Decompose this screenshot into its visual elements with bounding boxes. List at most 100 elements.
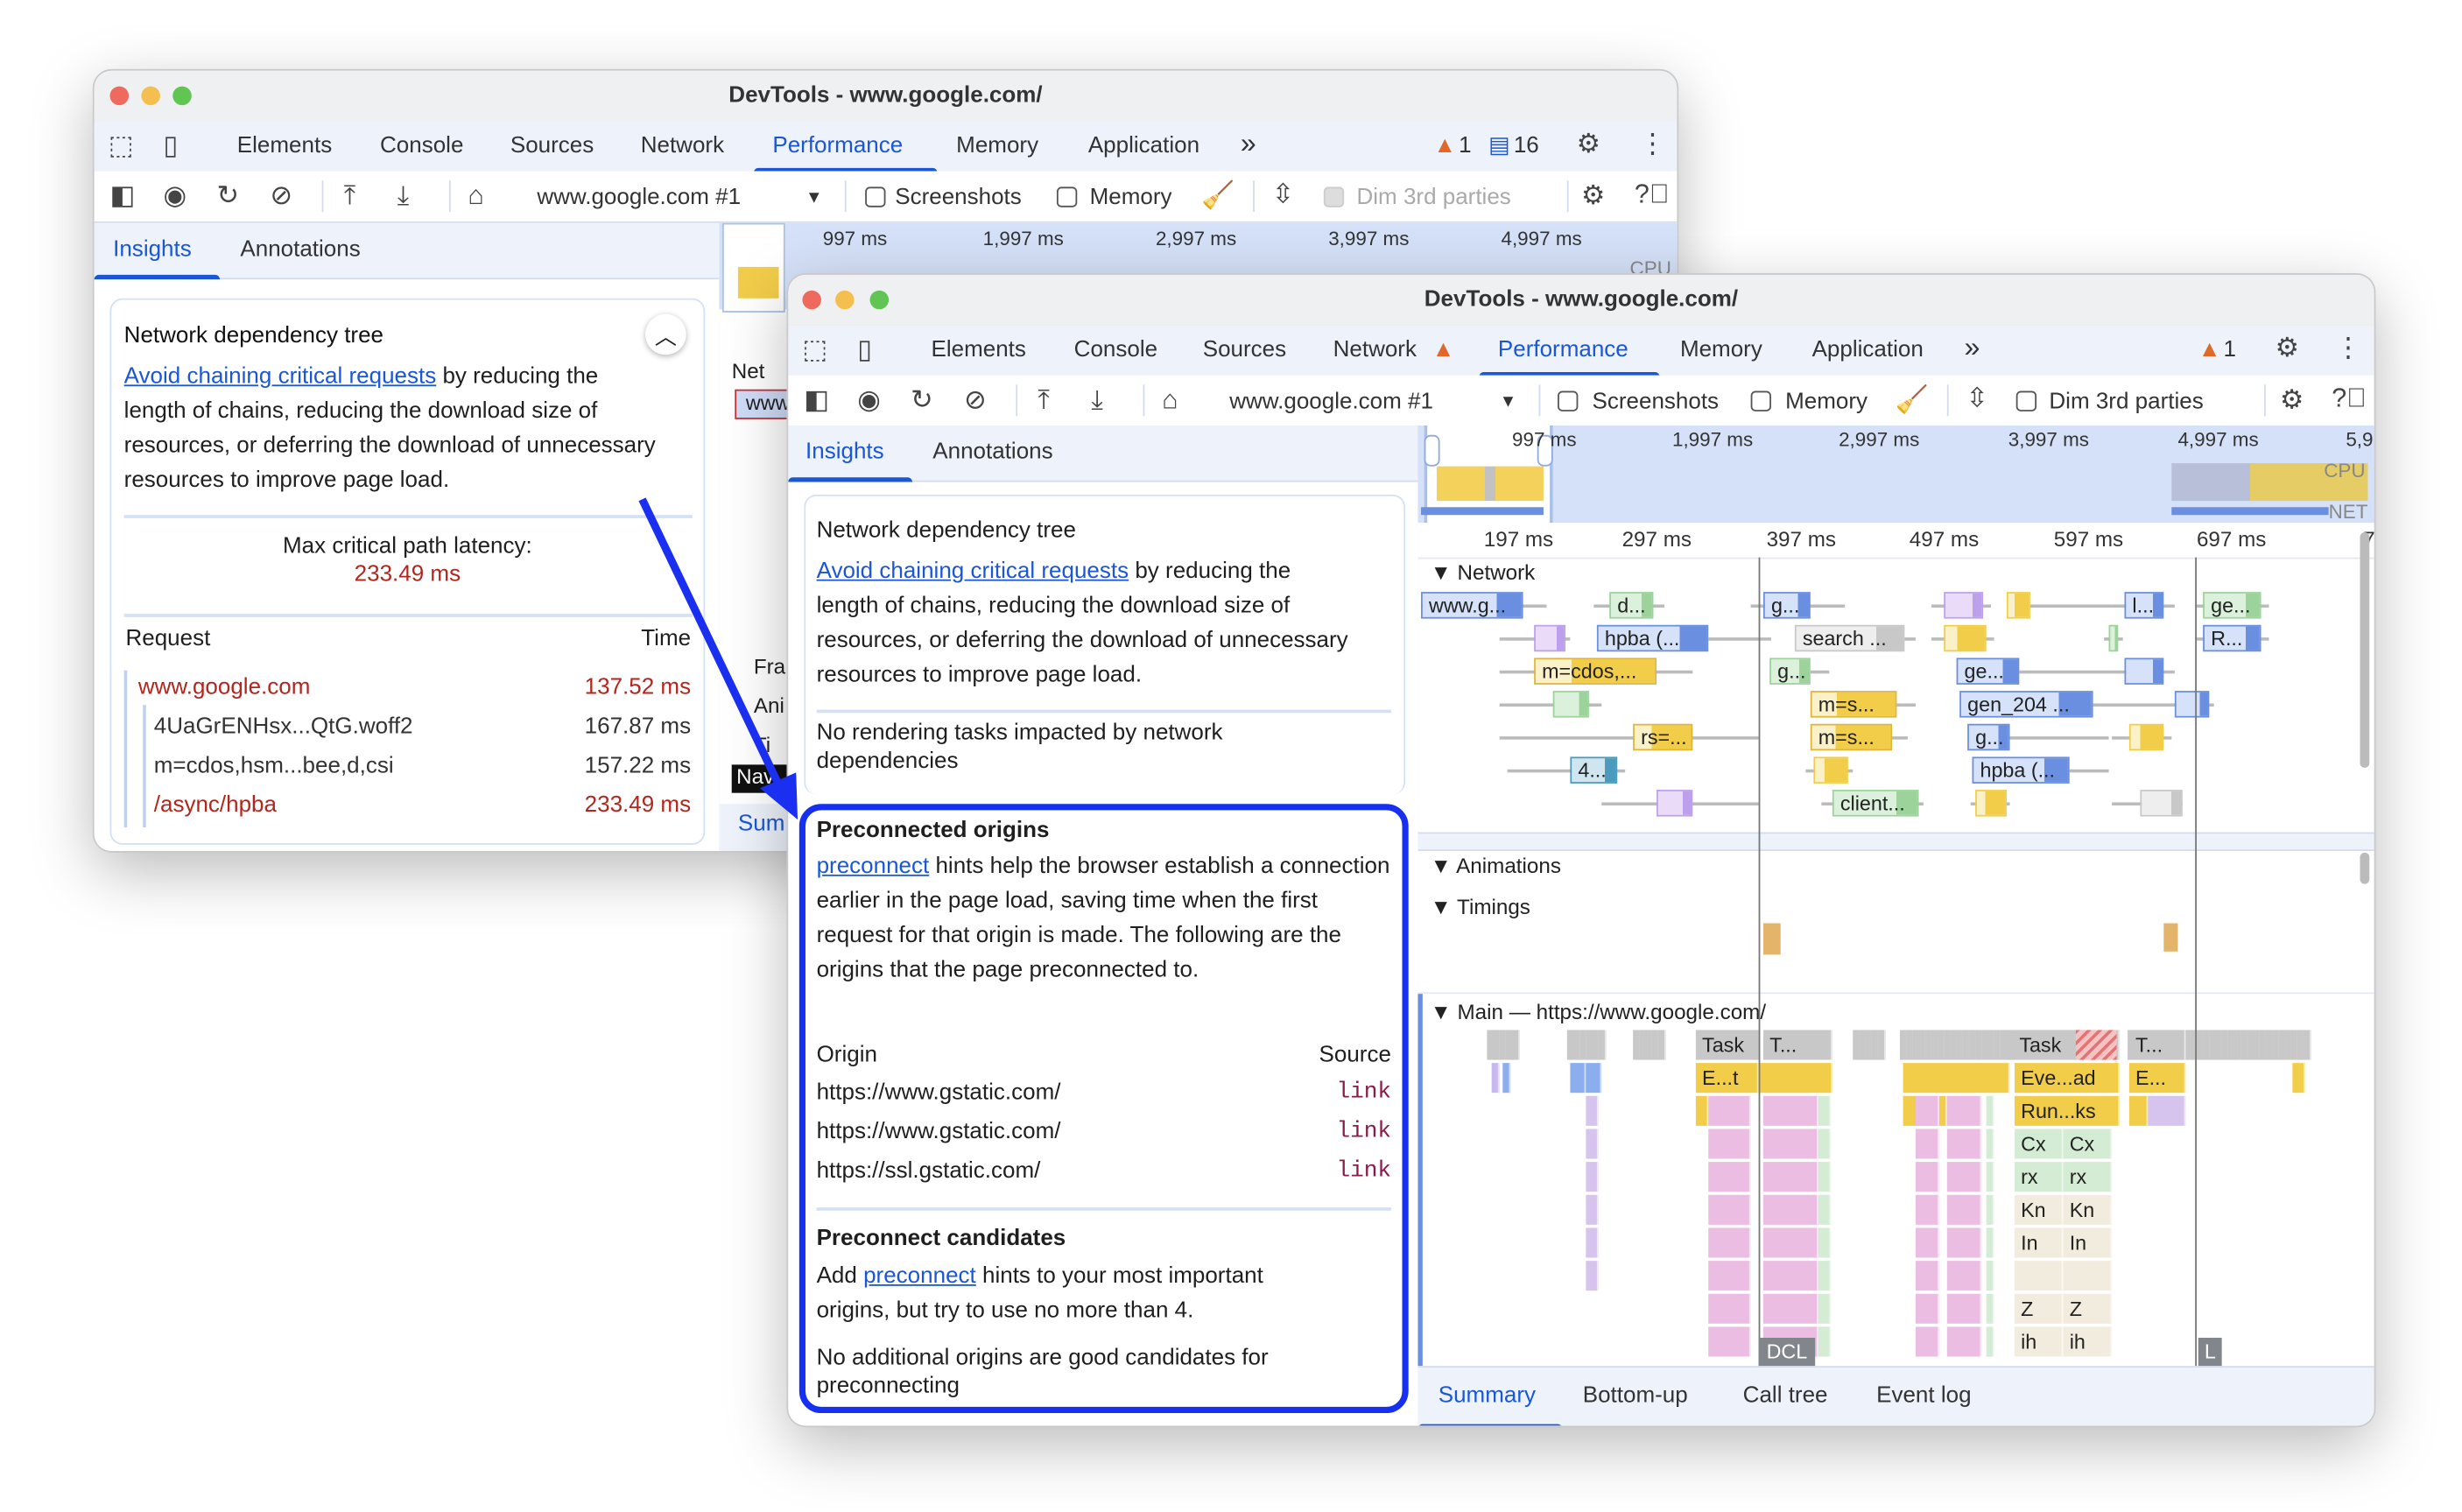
flame-pink[interactable] (1946, 1129, 1982, 1159)
scrollbar-thumb[interactable] (2360, 852, 2370, 884)
flame-event[interactable]: rx (2063, 1162, 2113, 1192)
network-request-bar[interactable] (1975, 790, 2007, 817)
network-request-bar[interactable]: rs=... (1633, 723, 1693, 751)
flame-green[interactable] (1986, 1261, 1994, 1291)
task-block[interactable]: T... (2128, 1030, 2186, 1060)
flame-pink[interactable] (1708, 1194, 1751, 1225)
dim-3rd-parties-checkbox[interactable] (2015, 390, 2037, 411)
tab-annotations[interactable]: Annotations (240, 236, 361, 263)
flame-pink[interactable] (1946, 1162, 1982, 1192)
flame-pink[interactable] (1708, 1129, 1751, 1159)
track-animations[interactable]: ▼ Animations (1431, 854, 1561, 878)
flame-pink[interactable] (1946, 1261, 1982, 1291)
more-tabs-button[interactable]: » (1240, 127, 1256, 159)
network-request-bar[interactable] (1944, 592, 1984, 619)
settings-gear-icon[interactable]: ⚙ (2275, 333, 2299, 363)
tab-elements[interactable]: Elements (931, 337, 1026, 363)
flame-green[interactable] (1818, 1261, 1832, 1291)
flame-green[interactable] (1986, 1129, 1994, 1159)
flame-green[interactable] (1986, 1227, 1994, 1258)
tab-console[interactable]: Console (380, 133, 464, 159)
tab-annotations[interactable]: Annotations (932, 440, 1053, 465)
maximize-window-button[interactable] (172, 86, 192, 106)
flame-pink[interactable] (1762, 1129, 1818, 1159)
garbage-collect-broom-icon[interactable]: 🧹 (1895, 384, 1929, 415)
flame-green[interactable] (1986, 1162, 1994, 1192)
flame-pink[interactable] (1946, 1095, 1982, 1126)
track-main[interactable]: ▼ Main — https://www.google.com/ (1431, 1000, 1766, 1023)
reload-record-icon[interactable]: ↻ (216, 180, 240, 211)
record-icon[interactable]: ◉ (163, 180, 187, 211)
upload-icon[interactable]: ⤒ (343, 180, 356, 211)
flame-pink[interactable] (1915, 1261, 1939, 1291)
screenshots-checkbox[interactable] (1558, 390, 1579, 411)
flame-pink[interactable] (1762, 1293, 1818, 1324)
flame-event[interactable]: Cx (2014, 1129, 2064, 1159)
flame-pink[interactable] (1915, 1227, 1939, 1258)
tab-event-log[interactable]: Event log (1876, 1382, 1972, 1409)
flame-event[interactable]: Run...ks (2014, 1095, 2121, 1126)
chevron-down-icon[interactable]: ▼ (1499, 392, 1517, 411)
reload-record-icon[interactable]: ↻ (911, 384, 933, 415)
flame-pink[interactable] (1946, 1194, 1982, 1225)
flame-event[interactable] (1903, 1063, 2010, 1094)
flame-purple[interactable] (1586, 1095, 1599, 1126)
flame-green[interactable] (1986, 1095, 1994, 1126)
task-sliver[interactable] (2303, 1030, 2311, 1060)
flame-event[interactable]: Kn (2063, 1194, 2113, 1225)
flame-event[interactable]: In (2014, 1227, 2064, 1258)
flame-event[interactable] (2014, 1261, 2064, 1291)
avoid-chaining-link[interactable]: Avoid chaining critical requests (816, 559, 1129, 585)
upload-icon[interactable]: ⤒ (1038, 384, 1050, 415)
task-sliver[interactable] (2006, 1030, 2015, 1060)
network-request-bar[interactable] (1813, 756, 1848, 784)
network-request-bar[interactable] (1534, 624, 1566, 652)
network-request-bar[interactable] (1552, 691, 1589, 718)
more-options-icon[interactable]: ⋮ (1639, 129, 1666, 159)
flame-event[interactable] (2128, 1095, 2149, 1126)
warning-icon[interactable]: ▲ (2198, 337, 2221, 363)
network-request-bar[interactable]: m=s... (1810, 723, 1893, 751)
flame-green[interactable] (1986, 1293, 1994, 1324)
tab-application[interactable]: Application (1087, 133, 1200, 159)
origin-source[interactable]: link (1336, 1119, 1391, 1145)
home-icon[interactable]: ⌂ (1162, 384, 1178, 415)
screenshots-checkbox[interactable] (865, 186, 886, 207)
more-tabs-button[interactable]: » (1964, 331, 1980, 363)
dcl-marker[interactable]: DCL (1758, 1337, 1816, 1367)
flame-sliver[interactable] (2292, 1063, 2305, 1094)
overview-right-handle[interactable] (1537, 434, 1553, 467)
inspect-element-icon[interactable]: ⬚ (802, 334, 828, 365)
flame-green[interactable] (1818, 1326, 1832, 1357)
flame-pink[interactable] (1708, 1095, 1751, 1126)
flame-purple[interactable] (1586, 1162, 1599, 1192)
overview-left-handle[interactable] (1424, 434, 1440, 467)
flame-pink[interactable] (1762, 1227, 1818, 1258)
request-name[interactable]: m=cdos,hsm...bee,d,csi (153, 753, 394, 779)
tab-memory[interactable]: Memory (1679, 337, 1762, 363)
warning-count[interactable]: 1 (1459, 133, 1472, 159)
toggle-sidebar-icon[interactable]: ◧ (109, 180, 136, 211)
track-animations-fragment[interactable]: Ani (753, 693, 784, 718)
flame-pink[interactable] (1762, 1194, 1818, 1225)
tab-console[interactable]: Console (1073, 337, 1158, 363)
flame-pink[interactable] (1915, 1162, 1939, 1192)
recording-select[interactable]: www.google.com #1 (537, 185, 742, 211)
network-request-bar[interactable]: g... (1769, 658, 1811, 685)
network-request-bar[interactable]: l... (2124, 592, 2164, 619)
help-icon[interactable]: ?⃝ (1634, 179, 1670, 209)
tab-insights[interactable]: Insights (805, 440, 884, 465)
network-request-bar[interactable]: 4... (1570, 756, 1618, 784)
flame-pink[interactable] (1915, 1095, 1939, 1126)
network-request-bar[interactable]: d... (1609, 592, 1654, 619)
network-request-bar[interactable]: g... (1762, 592, 1811, 619)
clear-icon[interactable]: ⊘ (964, 384, 987, 415)
warning-icon[interactable]: ▲ (1433, 133, 1457, 159)
minimize-window-button[interactable] (141, 86, 160, 106)
network-request-bar[interactable] (2128, 723, 2164, 751)
flame-sliver[interactable] (1491, 1063, 1500, 1094)
flame-event[interactable] (1758, 1063, 1832, 1094)
tab-performance[interactable]: Performance (772, 133, 904, 159)
flame-event[interactable]: E...t (1695, 1063, 1759, 1094)
load-marker[interactable]: L (2198, 1337, 2223, 1367)
